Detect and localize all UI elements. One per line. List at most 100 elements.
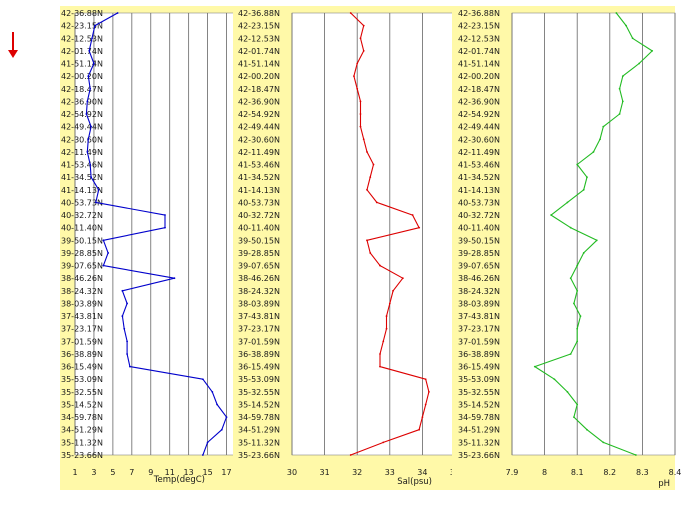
x-tick-label: 11 — [165, 468, 175, 477]
data-point — [173, 277, 176, 280]
latitude-label: 41-34.52N — [238, 173, 280, 182]
data-point — [379, 353, 381, 355]
x-tick-label: 34 — [417, 468, 427, 477]
latitude-label: 40-32.72N — [61, 211, 103, 220]
data-point — [586, 176, 588, 179]
latitude-label: 42-11.49N — [238, 148, 280, 157]
latitude-label: 34-51.29N — [61, 426, 103, 435]
latitude-label: 37-01.59N — [61, 337, 103, 346]
data-point — [379, 264, 381, 267]
data-point — [87, 138, 90, 141]
latitude-label: 35-11.32N — [238, 438, 280, 447]
latitude-label: 40-53.73N — [61, 198, 103, 207]
latitude-label: 42-30.60N — [238, 135, 280, 144]
x-tick-label: 7 — [129, 468, 134, 477]
latitude-label: 35-11.32N — [61, 438, 103, 447]
latitude-label: 35-14.52N — [238, 400, 280, 409]
latitude-label: 39-28.85N — [238, 249, 280, 258]
latitude-label: 40-53.73N — [238, 198, 280, 207]
data-point — [211, 390, 214, 393]
latitude-label: 42-01.74N — [61, 47, 103, 56]
latitude-label: 38-24.32N — [61, 287, 103, 296]
data-point — [97, 188, 100, 191]
latitude-label: 42-00.20N — [458, 72, 500, 81]
data-point — [382, 441, 385, 444]
data-point — [566, 390, 569, 393]
data-point — [102, 264, 105, 267]
x-tick-label: 33 — [385, 468, 395, 477]
latitude-label: 39-28.85N — [61, 249, 103, 258]
data-point — [369, 252, 372, 254]
latitude-label: 38-46.26N — [458, 274, 500, 283]
data-point — [424, 403, 427, 406]
data-point — [90, 125, 92, 128]
latitude-label: 39-28.85N — [458, 249, 500, 258]
data-point — [89, 87, 92, 90]
data-point — [569, 353, 572, 355]
data-point — [129, 365, 131, 368]
data-point — [356, 87, 359, 90]
data-point — [201, 378, 204, 381]
latitude-label: 42-18.47N — [238, 85, 280, 94]
data-point — [388, 302, 391, 305]
x-tick-label: 9 — [148, 468, 153, 477]
data-point — [576, 163, 579, 166]
data-point — [126, 340, 128, 343]
data-point — [359, 37, 362, 40]
latitude-label: 42-54.92N — [61, 110, 103, 119]
data-point — [369, 176, 372, 179]
latitude-label: 39-07.65N — [238, 262, 280, 271]
latitude-label: 42-01.74N — [238, 47, 280, 56]
data-point — [533, 365, 536, 368]
data-point — [94, 201, 97, 204]
latitude-label: 42-30.60N — [458, 135, 500, 144]
latitude-label: 39-07.65N — [61, 262, 103, 271]
latitude-label: 41-51.14N — [61, 60, 103, 69]
x-tick-label: 30 — [287, 468, 297, 477]
latitude-label: 41-51.14N — [238, 60, 280, 69]
data-point — [582, 252, 585, 254]
latitude-label: 38-03.89N — [61, 299, 103, 308]
data-point — [550, 214, 553, 216]
latitude-label: 35-23.66N — [61, 451, 103, 460]
data-point — [88, 49, 91, 52]
latitude-label: 40-11.40N — [238, 224, 280, 233]
data-point — [216, 403, 218, 406]
data-point — [102, 239, 105, 242]
data-point — [428, 390, 430, 393]
latitude-label: 38-24.32N — [458, 287, 500, 296]
data-point — [121, 315, 124, 317]
data-point — [379, 365, 381, 368]
data-point — [375, 201, 378, 204]
latitude-label: 34-59.78N — [61, 413, 103, 422]
x-tick-label: 31 — [320, 468, 330, 477]
latitude-label: 42-49.44N — [61, 123, 103, 132]
data-point — [206, 441, 209, 444]
latitude-label: 41-53.46N — [458, 161, 500, 170]
latitude-label: 42-11.49N — [458, 148, 500, 157]
latitude-label: 38-03.89N — [238, 299, 280, 308]
latitude-label: 41-53.46N — [61, 161, 103, 170]
data-point — [87, 75, 90, 78]
latitude-label: 40-11.40N — [458, 224, 500, 233]
data-point — [602, 441, 605, 444]
latitude-label: 40-11.40N — [61, 224, 103, 233]
data-point — [116, 12, 119, 14]
plot-area-3 — [511, 12, 676, 456]
data-point — [602, 125, 605, 128]
data-point — [359, 113, 362, 115]
data-point — [86, 151, 89, 153]
data-point — [107, 252, 110, 254]
latitude-label: 38-24.32N — [238, 287, 280, 296]
latitude-label: 42-12.53N — [238, 34, 280, 43]
latitude-label: 35-23.66N — [238, 451, 280, 460]
latitude-label: 36-38.89N — [238, 350, 280, 359]
latitude-label: 35-14.52N — [458, 400, 500, 409]
latitude-label: 36-15.49N — [458, 363, 500, 372]
data-point — [366, 151, 368, 153]
profile-line-3 — [534, 12, 653, 456]
latitude-label: 39-50.15N — [238, 236, 280, 245]
data-point — [362, 49, 365, 52]
data-point — [586, 428, 588, 431]
